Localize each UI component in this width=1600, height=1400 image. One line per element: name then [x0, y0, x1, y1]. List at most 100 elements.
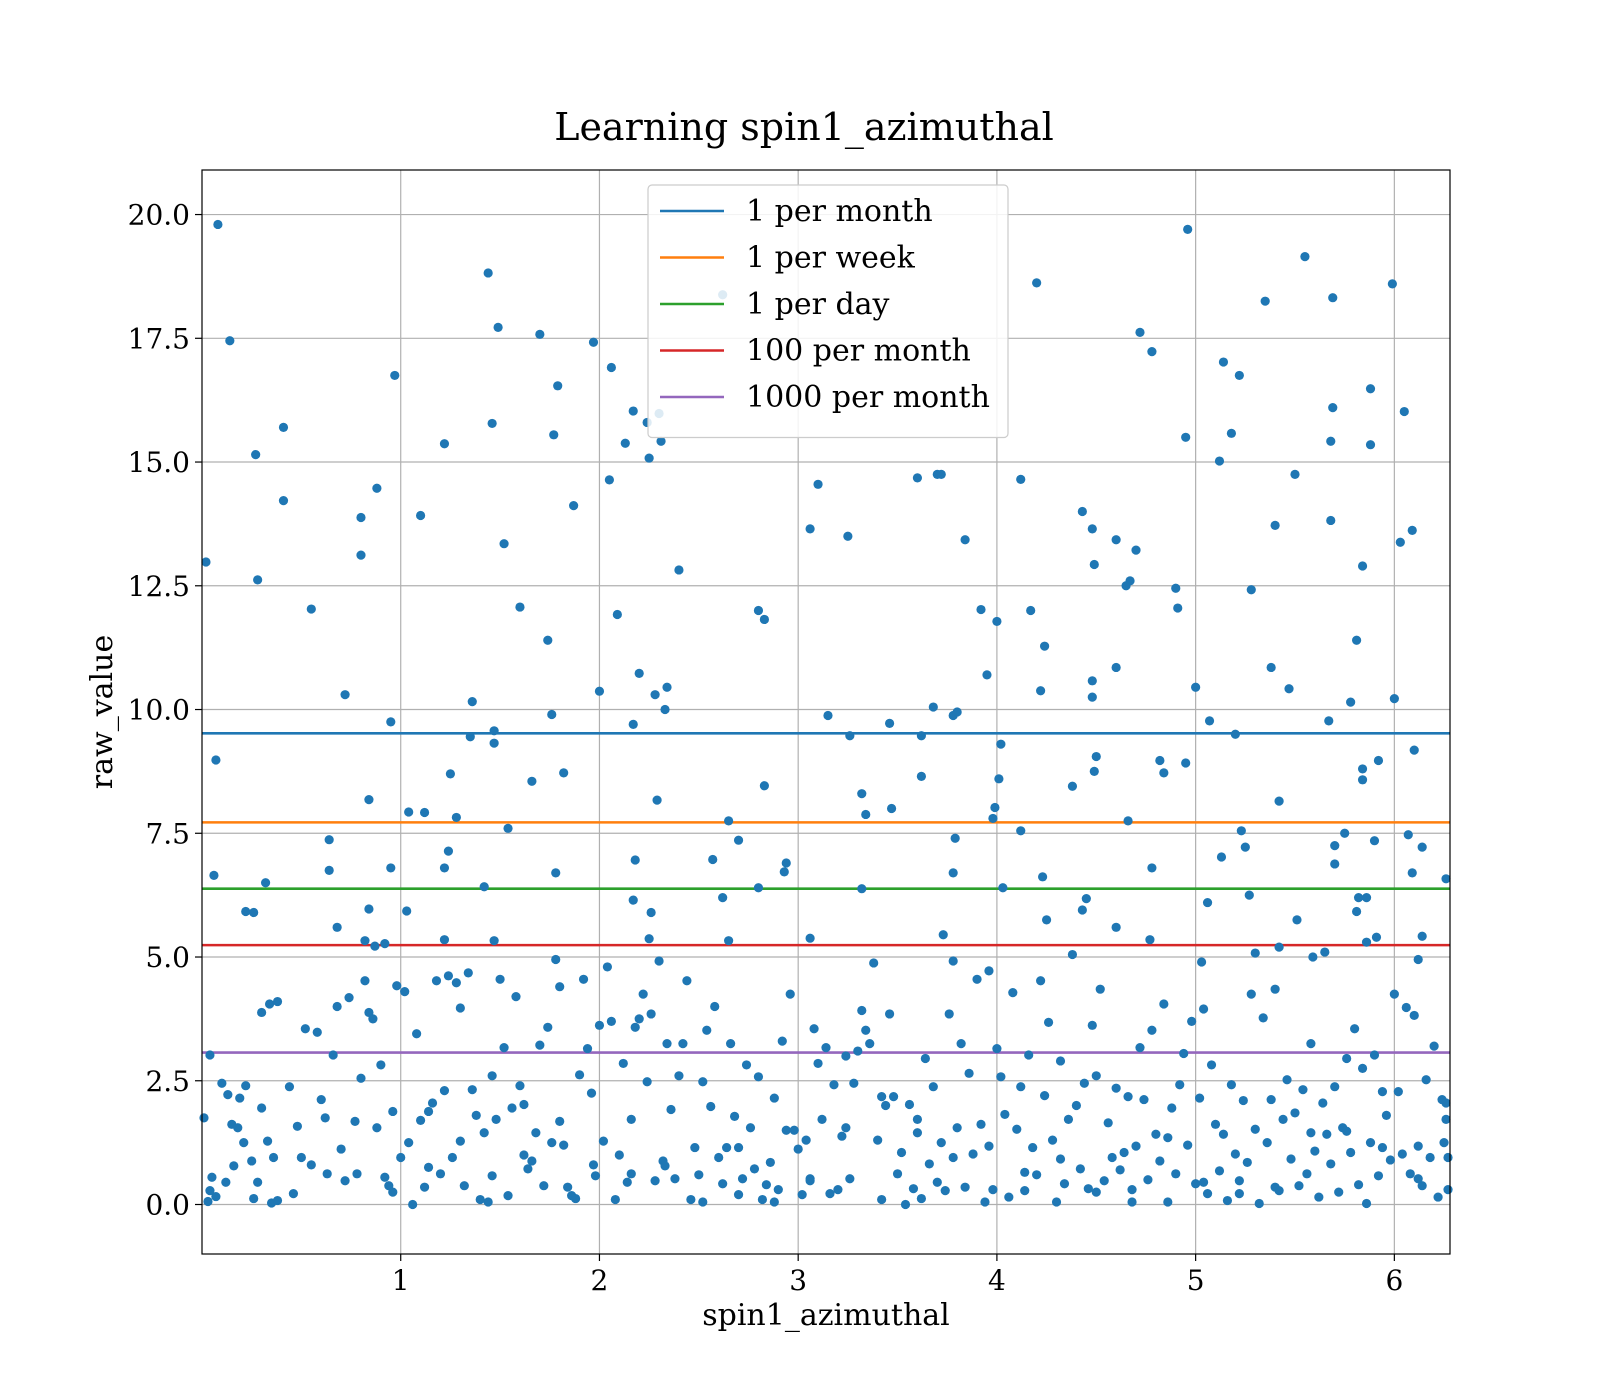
data-point [733, 1190, 744, 1200]
data-point [1302, 1169, 1312, 1179]
data-point [515, 602, 525, 612]
data-point [207, 1172, 217, 1182]
data-point [1171, 583, 1181, 593]
data-point [749, 1164, 760, 1174]
data-point [205, 1050, 215, 1060]
data-point [549, 430, 559, 440]
data-point [634, 668, 644, 678]
data-point [1039, 1091, 1050, 1101]
data-point [415, 510, 426, 521]
data-point [1181, 758, 1191, 768]
data-point [368, 1014, 378, 1024]
data-point [656, 436, 666, 446]
data-point [1095, 984, 1105, 994]
data-point [1294, 1181, 1304, 1191]
data-point [724, 816, 734, 826]
data-point [628, 719, 638, 729]
data-point [455, 1136, 465, 1146]
data-point [620, 438, 630, 448]
data-point [503, 823, 513, 833]
data-point [1187, 1016, 1197, 1026]
data-point [1373, 755, 1384, 766]
data-point [857, 1005, 867, 1016]
data-point [493, 322, 503, 333]
data-point [1175, 1080, 1185, 1090]
data-point [666, 1104, 676, 1115]
data-point [1087, 524, 1097, 534]
data-point [380, 939, 390, 949]
data-point [777, 1036, 787, 1046]
data-point [1292, 915, 1302, 925]
data-point [753, 1072, 764, 1082]
data-point [877, 1091, 887, 1102]
data-point [1377, 1087, 1388, 1097]
data-point [1308, 952, 1318, 962]
data-point [841, 1123, 851, 1133]
data-point [360, 976, 370, 986]
data-point [1214, 1166, 1225, 1176]
data-point [1330, 841, 1340, 851]
data-point [402, 906, 412, 916]
data-point [1191, 682, 1201, 692]
data-point [221, 1177, 231, 1187]
data-point [801, 1135, 811, 1145]
data-point [1246, 585, 1256, 595]
data-point [1143, 1175, 1153, 1185]
data-point [1401, 1002, 1411, 1013]
data-point [823, 710, 833, 721]
data-point [809, 1024, 819, 1034]
data-point [733, 1142, 744, 1153]
data-point [980, 1197, 990, 1207]
data-point [489, 738, 499, 748]
data-point [1226, 428, 1237, 438]
data-point [1091, 1187, 1101, 1197]
data-point [1371, 932, 1382, 942]
data-point [952, 1123, 962, 1133]
data-point [555, 1116, 565, 1126]
data-point [1234, 370, 1244, 381]
data-point [714, 1152, 724, 1163]
data-point [1433, 1192, 1443, 1202]
data-point [553, 381, 563, 391]
data-point [511, 992, 521, 1002]
data-point [594, 1020, 605, 1030]
data-point [451, 978, 461, 988]
data-point [857, 789, 867, 799]
data-point [877, 1194, 887, 1205]
data-point [724, 936, 734, 946]
data-point [1226, 1080, 1237, 1090]
data-point [443, 971, 454, 981]
data-point [674, 565, 684, 575]
data-point [324, 865, 334, 875]
data-point [757, 1194, 768, 1205]
data-point [779, 867, 789, 877]
data-point [213, 219, 223, 230]
data-point [241, 1081, 251, 1091]
data-point [888, 1091, 899, 1102]
data-point [268, 1152, 279, 1163]
data-point [388, 1187, 398, 1197]
data-point [598, 1136, 609, 1146]
data-point [300, 1024, 310, 1034]
data-point [1234, 1176, 1244, 1186]
data-point [588, 337, 599, 347]
data-point [404, 807, 414, 817]
data-point [404, 1138, 414, 1148]
data-point [423, 1162, 434, 1172]
data-point [706, 1101, 716, 1112]
data-point [1417, 931, 1427, 941]
data-point [1298, 1085, 1308, 1095]
data-point [1043, 1017, 1054, 1027]
data-point [1171, 1169, 1181, 1179]
data-point [251, 450, 261, 460]
data-point [547, 709, 557, 720]
data-point [483, 268, 493, 278]
data-point [781, 858, 791, 868]
data-point [1038, 872, 1048, 882]
data-point [610, 1194, 620, 1205]
data-point [1195, 1093, 1205, 1103]
data-point [1346, 697, 1356, 707]
data-point [940, 1186, 950, 1196]
data-point [582, 1043, 593, 1054]
data-point [1020, 1186, 1030, 1196]
